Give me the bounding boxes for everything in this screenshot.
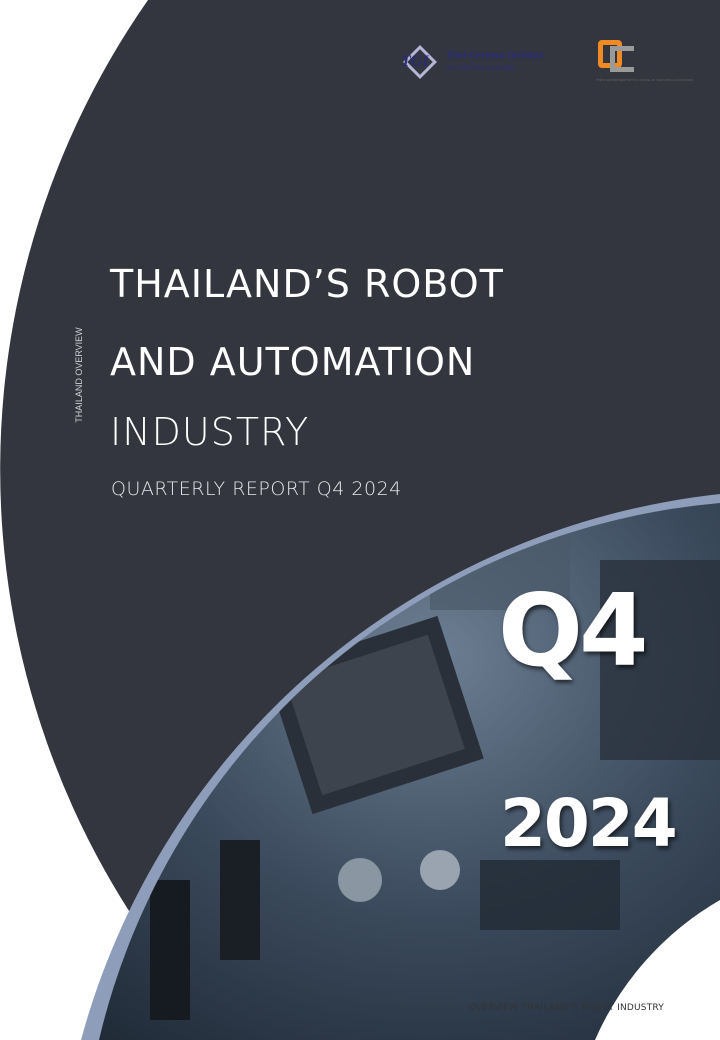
tgi-logo: TGI Thai-German Institute สถาบันไทย-เยอร… [400,42,544,82]
footer-text: OVERVIEW THAILAND’S ROBOT INDUSTRY [468,1003,664,1013]
title-line-2: AND AUTOMATION [110,340,476,384]
oie-logo: สำนักงานเศรษฐกิจอุตสาหกรรม | OFFICE OF I… [596,40,693,83]
title-line-1: THAILAND’S ROBOT [110,262,504,306]
title-line-3: INDUSTRY [110,410,310,454]
tgi-diamond-icon: TGI [400,42,440,82]
oie-mark-icon [596,40,636,76]
quarter-label: Q4 [498,572,649,689]
subtitle: QUARTERLY REPORT Q4 2024 [111,478,402,500]
year-label: 2024 [500,785,678,862]
side-label: THAILAND OVERVIEW [74,327,84,423]
white-corner-shape [595,900,720,1040]
